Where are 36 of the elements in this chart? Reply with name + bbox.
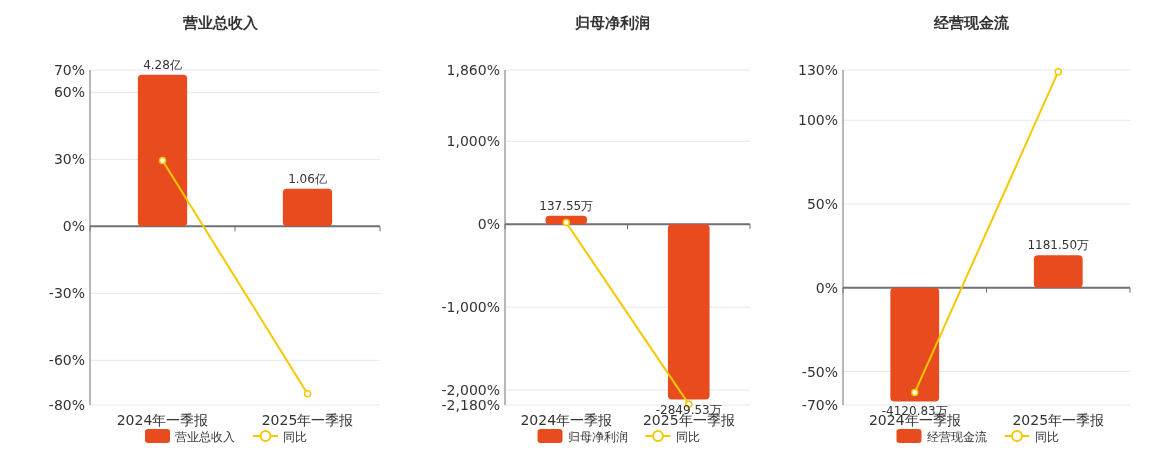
data-label: 137.55万 [539,198,594,213]
y-tick-label: 70% [53,62,85,78]
y-tick-label: -1,000% [441,299,500,316]
x-tick-label: 2024年一季报 [116,412,209,428]
data-label: 1.06亿 [288,171,327,186]
y-tick-label: 1,860% [446,62,500,78]
data-label: 1181.50万 [1027,238,1090,253]
y-tick-label: -2,180% [441,397,500,413]
y-tick-label: 130% [797,62,838,78]
legend-label: 经营现金流 [926,430,987,444]
y-tick-label: 0% [62,218,85,235]
legend-label: 同比 [283,430,307,444]
chart-title: 营业总收入 [181,14,259,32]
data-label: 4.28亿 [143,57,182,72]
legend-label: 归母净利润 [567,430,628,444]
legend-label: 营业总收入 [175,430,235,444]
x-tick-label: 2024年一季报 [520,412,613,428]
y-tick-label: 30% [53,151,85,168]
y-tick-label: -60% [48,352,85,369]
x-tick-label: 2025年一季报 [1012,412,1105,428]
y-tick-label: -2,000% [441,382,500,399]
y-tick-label: 1,000% [446,133,500,150]
chart-title: 归母净利润 [574,14,650,32]
y-tick-label: -70% [801,397,838,413]
y-tick-label: -50% [801,363,838,380]
y-tick-label: 0% [477,216,500,233]
y-tick-label: 0% [815,279,838,296]
y-tick-label: -80% [48,397,85,413]
legend-label: 同比 [1034,430,1059,444]
y-tick-label: -30% [48,285,85,302]
y-tick-label: 60% [53,84,85,101]
y-tick-label: 50% [806,196,838,212]
x-tick-label: 2025年一季报 [261,412,354,428]
legend-label: 同比 [675,430,700,444]
chart-title: 经营现金流 [933,14,1010,32]
y-tick-label: 100% [797,112,838,129]
